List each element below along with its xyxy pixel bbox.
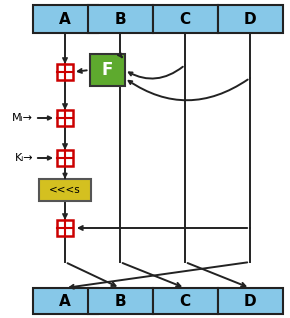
Text: D: D — [244, 294, 256, 308]
Bar — [88, 5, 153, 33]
Bar — [218, 288, 282, 314]
Bar — [153, 288, 218, 314]
Bar — [153, 5, 218, 33]
Text: C: C — [180, 11, 191, 26]
Text: B: B — [114, 294, 126, 308]
Bar — [57, 220, 73, 236]
Text: Kᵢ→: Kᵢ→ — [14, 153, 33, 163]
Text: <<<s: <<<s — [49, 185, 81, 195]
Text: Mᵢ→: Mᵢ→ — [12, 113, 33, 123]
Text: C: C — [180, 294, 191, 308]
Text: B: B — [114, 11, 126, 26]
Bar — [88, 288, 153, 314]
Bar — [57, 150, 73, 166]
Bar — [218, 5, 282, 33]
Bar — [32, 288, 97, 314]
Bar — [39, 179, 91, 201]
Bar — [57, 110, 73, 126]
Bar — [90, 54, 124, 86]
Text: A: A — [59, 294, 71, 308]
Text: F: F — [101, 61, 113, 79]
Text: D: D — [244, 11, 256, 26]
Bar — [57, 64, 73, 80]
Text: A: A — [59, 11, 71, 26]
Bar — [32, 5, 97, 33]
